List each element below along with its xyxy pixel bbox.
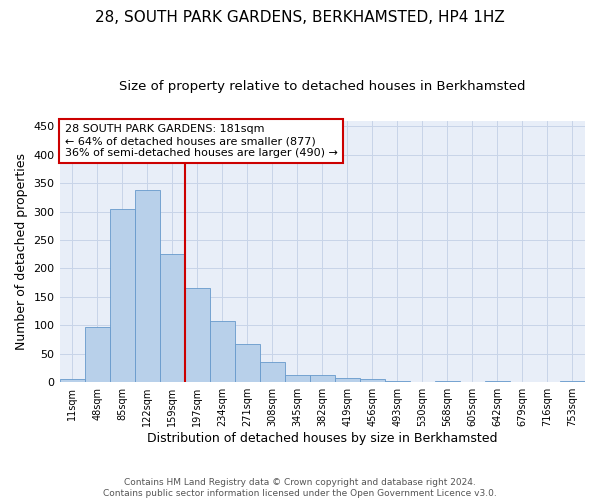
Bar bbox=[335, 378, 360, 382]
Text: 28, SOUTH PARK GARDENS, BERKHAMSTED, HP4 1HZ: 28, SOUTH PARK GARDENS, BERKHAMSTED, HP4… bbox=[95, 10, 505, 25]
Bar bbox=[560, 380, 585, 382]
Bar bbox=[485, 381, 510, 382]
X-axis label: Distribution of detached houses by size in Berkhamsted: Distribution of detached houses by size … bbox=[147, 432, 497, 445]
Bar bbox=[360, 379, 385, 382]
Bar bbox=[160, 254, 185, 382]
Bar bbox=[209, 321, 235, 382]
Text: 28 SOUTH PARK GARDENS: 181sqm
← 64% of detached houses are smaller (877)
36% of : 28 SOUTH PARK GARDENS: 181sqm ← 64% of d… bbox=[65, 124, 338, 158]
Bar bbox=[285, 375, 310, 382]
Bar bbox=[310, 375, 335, 382]
Bar bbox=[385, 381, 410, 382]
Title: Size of property relative to detached houses in Berkhamsted: Size of property relative to detached ho… bbox=[119, 80, 526, 93]
Y-axis label: Number of detached properties: Number of detached properties bbox=[15, 153, 28, 350]
Bar bbox=[185, 288, 209, 382]
Bar bbox=[85, 327, 110, 382]
Bar bbox=[59, 380, 85, 382]
Bar bbox=[260, 362, 285, 382]
Bar bbox=[134, 190, 160, 382]
Bar bbox=[435, 380, 460, 382]
Bar bbox=[235, 344, 260, 382]
Bar bbox=[110, 208, 134, 382]
Text: Contains HM Land Registry data © Crown copyright and database right 2024.
Contai: Contains HM Land Registry data © Crown c… bbox=[103, 478, 497, 498]
